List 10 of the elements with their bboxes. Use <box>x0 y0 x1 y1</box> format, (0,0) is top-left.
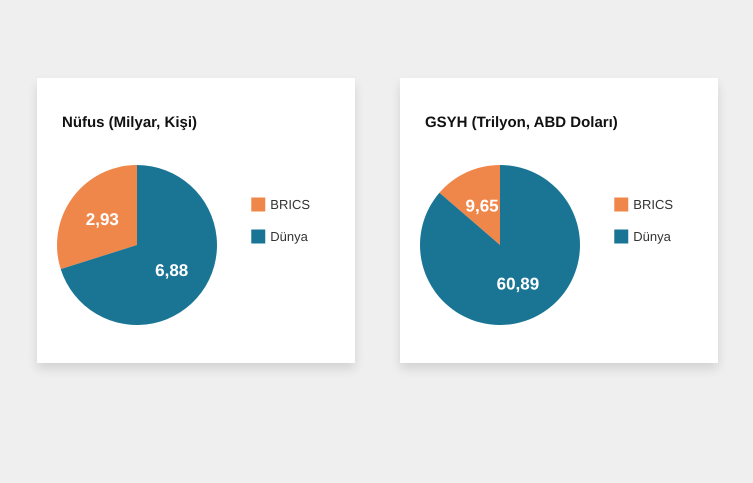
data-label: 60,89 <box>496 274 540 294</box>
legend-label: BRICS <box>270 197 310 212</box>
legend-label: Dünya <box>270 229 309 244</box>
data-label: 2,93 <box>86 210 119 230</box>
legend-label: BRICS <box>633 197 674 212</box>
chart-title: GSYH (Trilyon, ABD Doları) <box>425 114 618 131</box>
chart-title: Nüfus (Milyar, Kişi) <box>62 114 198 131</box>
data-label: 6,88 <box>155 260 188 280</box>
data-label: 9,65 <box>466 196 499 216</box>
legend-label: Dünya <box>633 229 672 244</box>
